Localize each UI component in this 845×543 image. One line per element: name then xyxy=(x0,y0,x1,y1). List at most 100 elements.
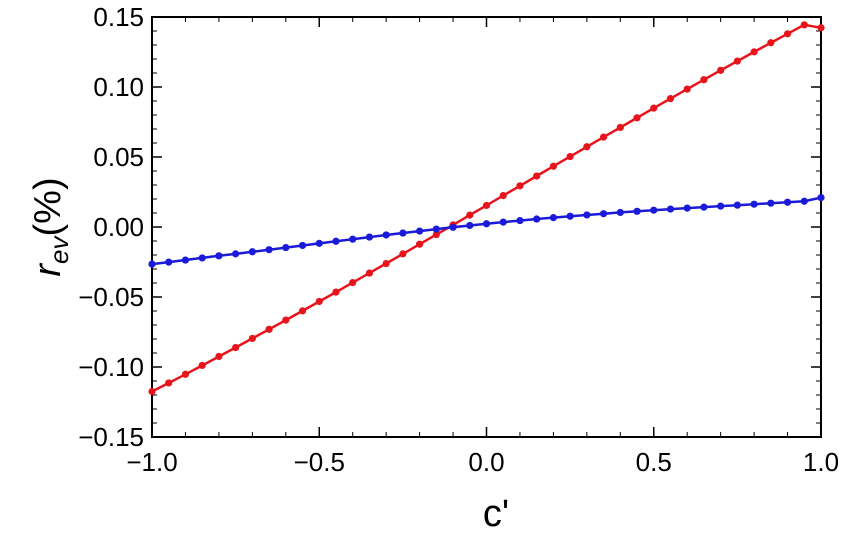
series-1-point xyxy=(599,133,608,141)
y-tick-label: 0.00 xyxy=(93,212,144,242)
series-1-point xyxy=(181,370,190,378)
series-2-point xyxy=(717,202,725,210)
y-tick-label: 0.15 xyxy=(93,2,144,32)
series-2-point xyxy=(583,211,591,219)
series-1-point xyxy=(482,201,491,210)
series-2-point xyxy=(783,198,792,206)
series-2-point xyxy=(466,221,474,230)
series-1-point xyxy=(616,123,624,132)
series-1-point xyxy=(315,297,323,306)
series-layer xyxy=(148,21,825,396)
series-2-point xyxy=(198,254,206,262)
series-1-point xyxy=(566,152,574,161)
series-2-point xyxy=(767,199,775,207)
series-1-point xyxy=(198,361,206,370)
series-2-point xyxy=(700,203,708,211)
series-1-point xyxy=(215,352,223,361)
series-2-point xyxy=(298,241,307,250)
series-1-point xyxy=(800,21,808,29)
y-axis-label-sub: ev xyxy=(44,235,74,264)
series-1-point xyxy=(633,114,641,122)
series-2-point xyxy=(482,220,491,228)
series-1-point xyxy=(683,85,691,93)
series-2-point xyxy=(549,214,558,222)
series-2-point xyxy=(265,246,273,254)
series-2-point xyxy=(599,210,608,218)
y-tick-label: 0.05 xyxy=(93,142,144,172)
series-1-point xyxy=(298,307,307,315)
series-1-point xyxy=(650,104,658,112)
y-tick-label: −0.15 xyxy=(78,422,144,452)
series-2-point xyxy=(365,233,374,241)
y-axis-label: rev(%) xyxy=(27,177,74,276)
x-axis-ticks: −1.0 −0.5 0.0 0.5 1.0 xyxy=(126,17,839,477)
x-tick-label: 1.0 xyxy=(803,447,839,477)
series-1-point xyxy=(516,182,524,190)
series-2-point xyxy=(215,252,223,260)
series-1-point xyxy=(666,95,675,103)
series-2-point xyxy=(148,260,156,268)
series-2-point xyxy=(733,201,741,209)
series-1-point xyxy=(332,288,340,296)
series-1-point xyxy=(416,240,424,248)
series-2-point xyxy=(533,215,541,223)
series-2-point xyxy=(449,223,457,231)
series-2-point xyxy=(800,197,808,205)
y-axis-label-suffix: (%) xyxy=(27,177,69,236)
series-1-point xyxy=(783,30,792,38)
series-2-point xyxy=(499,218,507,226)
series-1-point xyxy=(733,57,741,65)
series-2-point xyxy=(232,250,240,258)
x-tick-label: 0.0 xyxy=(468,447,504,477)
series-2-point xyxy=(633,207,641,215)
x-tick-label: −1.0 xyxy=(126,447,177,477)
x-axis-label: c' xyxy=(483,493,509,535)
series-2-point xyxy=(282,243,290,252)
series-2-point xyxy=(566,212,574,220)
series-1-point xyxy=(533,172,541,180)
series-1-point xyxy=(382,259,390,268)
series-2-point xyxy=(416,227,424,235)
x-tick-label: 0.5 xyxy=(636,447,672,477)
series-2-point xyxy=(399,229,407,237)
series-2-point xyxy=(683,204,691,212)
series-1-point xyxy=(232,343,240,352)
series-1-point xyxy=(282,316,290,324)
series-1-point xyxy=(817,24,825,32)
series-1-point xyxy=(583,143,591,151)
series-2-point xyxy=(750,200,758,208)
series-2-point xyxy=(817,194,825,202)
series-1-point xyxy=(165,379,173,387)
series-2-point xyxy=(432,225,440,233)
series-1-point xyxy=(750,48,758,56)
series-2-point xyxy=(616,208,624,217)
series-1-point xyxy=(466,211,474,219)
series-1-point xyxy=(717,66,725,74)
series-1-point xyxy=(148,387,156,396)
series-2-point xyxy=(248,248,256,256)
y-tick-label: 0.10 xyxy=(93,72,144,102)
series-2-point xyxy=(315,239,323,247)
series-1-point xyxy=(499,192,507,200)
series-1-point xyxy=(265,325,273,333)
series-2-point xyxy=(165,258,173,266)
series-2-point xyxy=(516,216,524,225)
y-axis-ticks: 0.15 0.10 0.05 0.00 −0.05 −0.10 −0.15 xyxy=(78,2,821,452)
series-2-point xyxy=(666,205,675,213)
series-1-point xyxy=(432,230,440,239)
y-tick-label: −0.05 xyxy=(78,282,144,312)
x-tick-label: −0.5 xyxy=(294,447,345,477)
series-2-point xyxy=(650,206,658,214)
series-1-point xyxy=(767,39,775,47)
series-1-point xyxy=(365,269,374,277)
series-2-point xyxy=(382,231,390,239)
series-1-point xyxy=(349,278,357,287)
series-1-point xyxy=(700,76,708,84)
series-1-point xyxy=(399,250,407,258)
series-2-point xyxy=(332,237,340,245)
series-2-point xyxy=(349,235,357,243)
series-2-point xyxy=(181,256,190,264)
series-1-point xyxy=(248,334,256,343)
